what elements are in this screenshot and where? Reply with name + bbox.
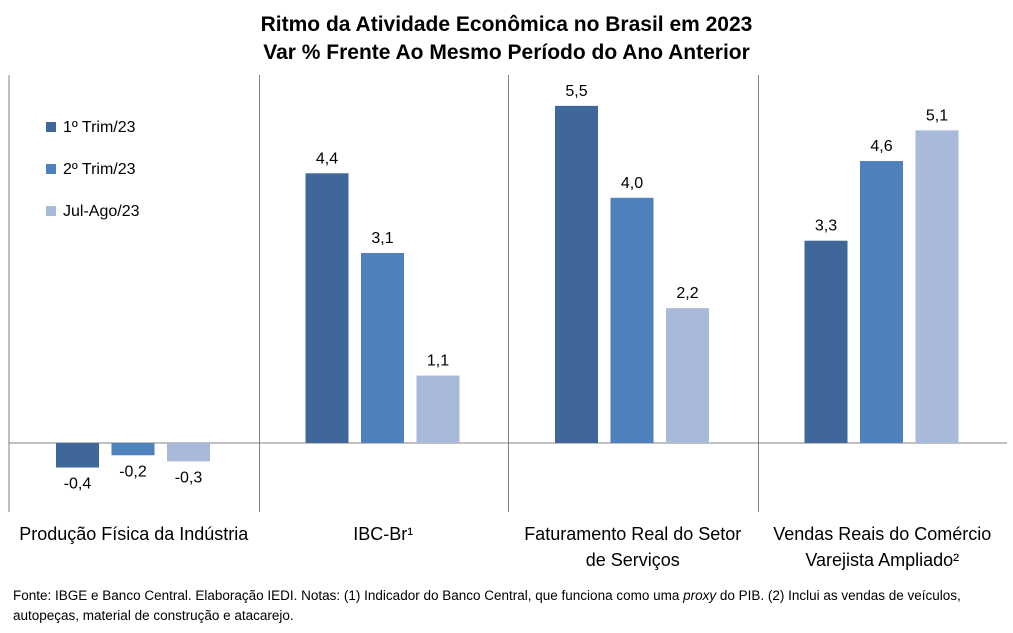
data-label: -0,3 xyxy=(175,469,203,486)
data-label: -0,4 xyxy=(64,476,92,493)
data-label: 5,5 xyxy=(565,83,587,100)
data-label: 4,4 xyxy=(316,150,338,167)
category-label: Varejista Ampliado² xyxy=(805,550,959,570)
bar-chart: -0,4 4,4 5,5 3,3 -0,2 3,1 4,0 4,6 -0,3 1,1 2,2 5,1 P… xyxy=(8,75,1007,570)
category-label: Vendas Reais do Comércio xyxy=(773,524,991,544)
bar xyxy=(666,308,709,443)
legend-swatch xyxy=(46,164,56,174)
category-label: Produção Física da Indústria xyxy=(19,524,249,544)
bar xyxy=(111,443,155,456)
bar xyxy=(167,443,210,462)
legend-label: 1º Trim/23 xyxy=(63,119,136,136)
bar xyxy=(915,130,959,443)
category-label: IBC-Br¹ xyxy=(353,524,413,544)
chart-title: Ritmo da Atividade Econômica no Brasil e… xyxy=(260,13,753,36)
bar xyxy=(804,240,848,443)
data-label: 5,1 xyxy=(926,107,948,124)
footer-prefix: Fonte: IBGE e Banco Central. Elaboração … xyxy=(13,588,684,603)
data-label: 2,2 xyxy=(676,285,698,302)
data-label: 3,1 xyxy=(371,230,393,247)
footer-suffix: do PIB. (2) Inclui as vendas de veículos… xyxy=(13,588,961,623)
data-label: 4,6 xyxy=(870,138,892,155)
bar xyxy=(860,161,903,443)
chart-subtitle: Var % Frente Ao Mesmo Período do Ano Ant… xyxy=(263,41,750,64)
bar xyxy=(305,173,349,443)
legend-swatch xyxy=(46,206,56,216)
data-label: 4,0 xyxy=(621,175,643,192)
data-label: -0,2 xyxy=(119,463,147,480)
legend-label: Jul-Ago/23 xyxy=(63,203,140,220)
footer-note: Fonte: IBGE e Banco Central. Elaboração … xyxy=(13,586,1003,626)
bar xyxy=(416,375,460,443)
category-label: Faturamento Real do Setor xyxy=(524,524,741,544)
bar xyxy=(361,252,404,443)
legend-swatch xyxy=(46,122,56,132)
legend-label: 2º Trim/23 xyxy=(63,161,136,178)
bar xyxy=(555,105,598,443)
category-label: de Serviços xyxy=(586,550,680,570)
data-label: 3,3 xyxy=(815,218,837,235)
data-label: 1,1 xyxy=(427,353,449,370)
footer-italic: proxy xyxy=(683,588,717,603)
bar xyxy=(610,197,654,443)
bar xyxy=(56,443,99,468)
